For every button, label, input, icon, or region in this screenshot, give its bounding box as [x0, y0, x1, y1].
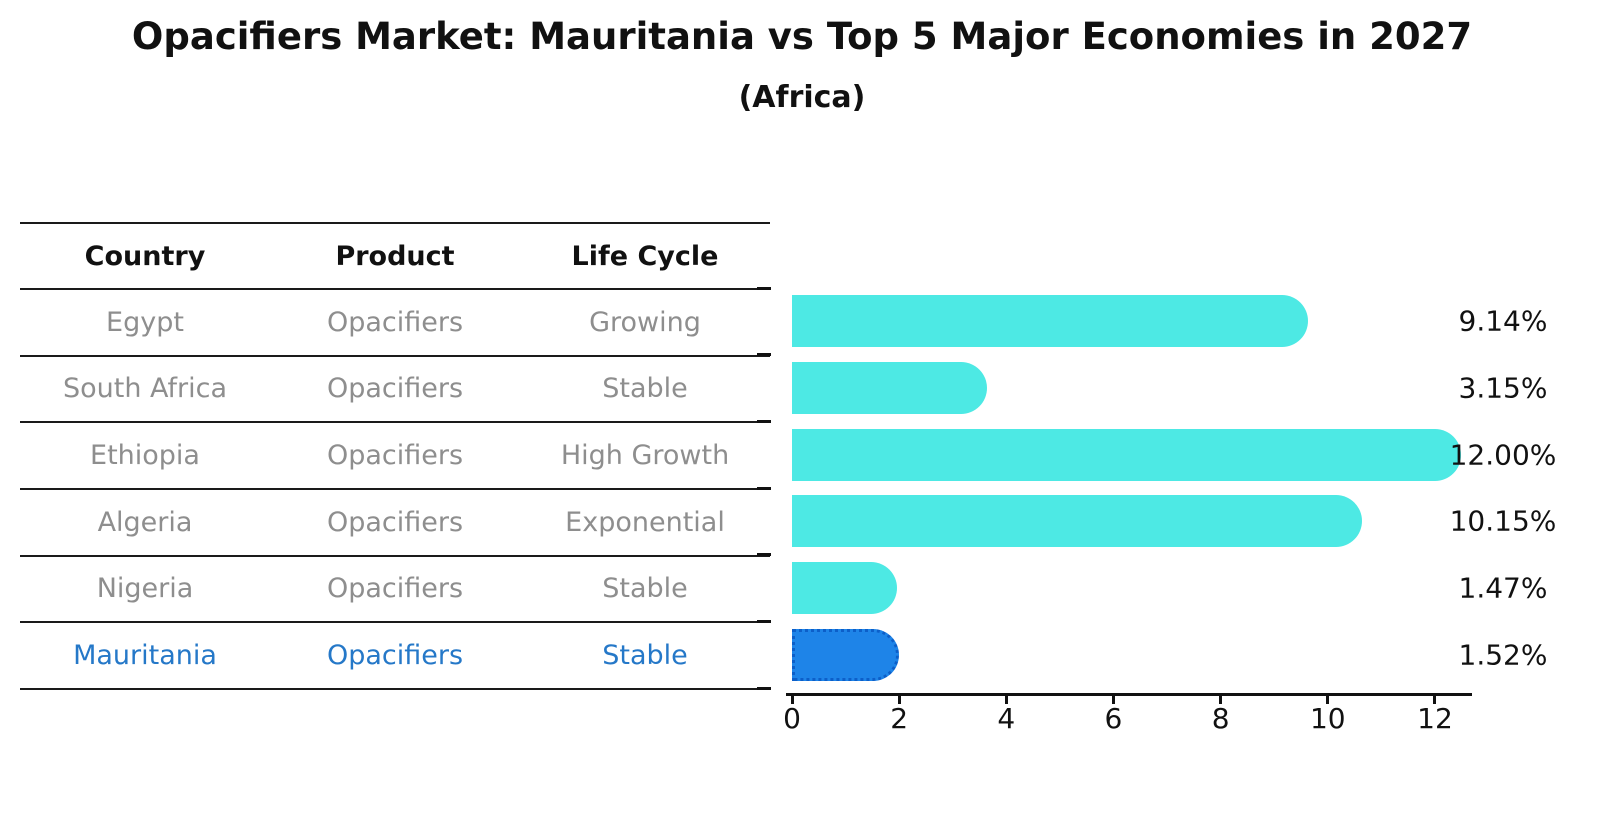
bar-south-africa: [792, 362, 987, 414]
cell-life-cycle: Stable: [602, 640, 688, 672]
column-header-country: Country: [84, 240, 206, 272]
x-axis-tick: [790, 694, 794, 704]
y-axis-tick: [757, 553, 771, 557]
bar-mauritania: [792, 628, 900, 681]
cell-country: Egypt: [106, 306, 184, 338]
cell-life-cycle: Stable: [602, 373, 688, 405]
value-label: 3.15%: [1458, 371, 1548, 405]
y-axis-tick: [757, 419, 771, 423]
value-label: 9.14%: [1458, 304, 1548, 338]
value-label: 1.52%: [1458, 638, 1548, 672]
y-axis-tick: [757, 619, 771, 623]
column-header-life-cycle: Life Cycle: [571, 240, 719, 272]
cell-product: Opacifiers: [326, 640, 464, 672]
bar-algeria: [792, 495, 1362, 548]
table-row: Ethiopia Opacifiers High Growth: [20, 423, 770, 490]
bar-egypt: [792, 295, 1308, 348]
y-axis-tick: [757, 486, 771, 490]
x-axis-tick: [1111, 694, 1115, 704]
value-label: 10.15%: [1449, 504, 1557, 538]
y-axis-tick: [757, 286, 771, 290]
x-axis-tick-label: 2: [890, 702, 909, 735]
cell-life-cycle: Exponential: [565, 506, 725, 538]
value-label: 12.00%: [1449, 438, 1557, 472]
x-axis-tick-label: 0: [783, 702, 801, 735]
x-axis-tick-label: 8: [1211, 702, 1230, 735]
chart-subtitle: (Africa): [738, 80, 866, 115]
cell-country: Mauritania: [73, 640, 217, 672]
cell-life-cycle: High Growth: [560, 440, 730, 472]
table-body: Egypt Opacifiers Growing South Africa Op…: [20, 290, 770, 690]
cell-life-cycle: Growing: [589, 306, 701, 338]
x-axis-tick: [1219, 694, 1223, 704]
table-row: Nigeria Opacifiers Stable: [20, 557, 770, 624]
x-axis-tick-label: 10: [1309, 702, 1346, 735]
cell-country: South Africa: [62, 373, 228, 405]
table-row: Algeria Opacifiers Exponential: [20, 490, 770, 557]
bar-ethiopia: [792, 428, 1461, 481]
bar-nigeria: [792, 562, 897, 614]
y-axis-tick: [757, 353, 771, 357]
cell-product: Opacifiers: [326, 573, 464, 605]
x-axis-tick: [1326, 694, 1330, 704]
table-row: Mauritania Opacifiers Stable: [20, 623, 770, 690]
x-axis-line: [786, 693, 1472, 696]
cell-product: Opacifiers: [326, 306, 464, 338]
x-axis-tick: [1433, 694, 1437, 704]
cell-country: Algeria: [97, 506, 193, 538]
x-axis-tick: [897, 694, 901, 704]
country-table: Country Product Life Cycle Egypt Opacifi…: [20, 222, 770, 690]
cell-life-cycle: Stable: [602, 573, 688, 605]
x-axis-tick-label: 4: [997, 702, 1016, 735]
value-label: 1.47%: [1458, 571, 1548, 605]
cell-product: Opacifiers: [326, 373, 464, 405]
cell-product: Opacifiers: [326, 506, 464, 538]
x-axis-tick-label: 12: [1417, 702, 1453, 735]
cell-country: Ethiopia: [90, 440, 200, 472]
y-axis-tick: [757, 686, 771, 690]
column-header-product: Product: [335, 240, 455, 272]
chart-title: Opacifiers Market: Mauritania vs Top 5 M…: [131, 15, 1473, 58]
x-axis-tick-label: 6: [1104, 702, 1123, 735]
table-row: South Africa Opacifiers Stable: [20, 357, 770, 424]
x-axis-tick: [1004, 694, 1008, 704]
table-header-row: Country Product Life Cycle: [20, 224, 770, 290]
table-row: Egypt Opacifiers Growing: [20, 290, 770, 357]
cell-product: Opacifiers: [326, 440, 464, 472]
cell-country: Nigeria: [96, 573, 194, 605]
